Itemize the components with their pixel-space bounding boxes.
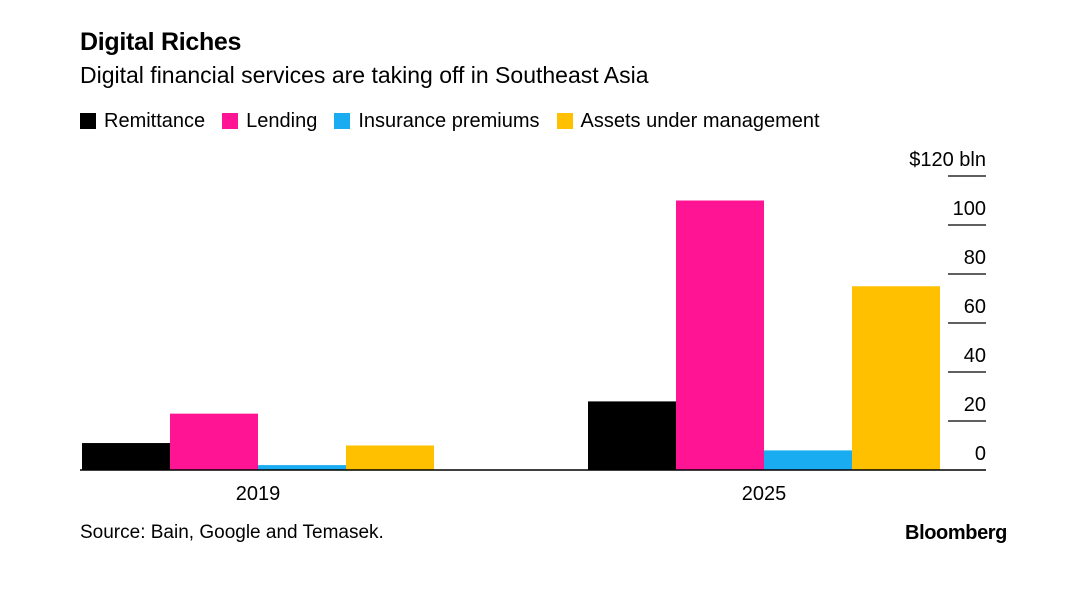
chart-title: Digital Riches bbox=[80, 28, 242, 56]
bar-insurance-premiums-2025 bbox=[764, 450, 852, 470]
y-tick-label-60: 60 bbox=[964, 296, 986, 318]
bar-insurance-premiums-2019 bbox=[258, 465, 346, 470]
y-tick-label-0: 0 bbox=[975, 443, 986, 465]
bar-remittance-2019 bbox=[82, 443, 170, 470]
legend-label-assets-under-management: Assets under management bbox=[580, 109, 820, 132]
legend-label-insurance-premiums: Insurance premiums bbox=[358, 109, 540, 132]
legend-item-assets-under-management: Assets under management bbox=[556, 109, 820, 133]
chart-subtitle: Digital financial services are taking of… bbox=[80, 62, 649, 88]
y-tick-label-100: 100 bbox=[953, 198, 986, 220]
y-tick-label-40: 40 bbox=[964, 345, 986, 367]
bar-lending-2025 bbox=[676, 200, 764, 470]
y-tick-label-80: 80 bbox=[964, 247, 986, 269]
legend-label-lending: Lending bbox=[246, 109, 318, 132]
y-tick-label-20: 20 bbox=[964, 394, 986, 416]
bar-lending-2019 bbox=[170, 413, 258, 470]
legend-swatch-insurance-premiums bbox=[334, 113, 351, 129]
source-note: Source: Bain, Google and Temasek. bbox=[80, 522, 384, 543]
legend-label-remittance: Remittance bbox=[104, 109, 206, 132]
y-tick-label-120: $120 bln bbox=[909, 149, 986, 171]
legend-item-lending: Lending bbox=[222, 110, 317, 133]
legend-item-insurance-premiums: Insurance premiums bbox=[334, 109, 540, 133]
bar-assets-under-management-2025 bbox=[852, 286, 940, 470]
bloomberg-logo: Bloomberg bbox=[905, 522, 1007, 544]
bar-assets-under-management-2019 bbox=[346, 445, 434, 470]
legend-swatch-remittance bbox=[80, 113, 96, 129]
x-tick-label-2025: 2025 bbox=[742, 483, 787, 505]
legend-swatch-lending bbox=[222, 113, 239, 129]
legend-item-remittance: Remittance bbox=[80, 110, 205, 133]
legend-swatch-assets-under-management bbox=[556, 113, 573, 129]
chart-legend: Remittance Lending Insurance premiums As… bbox=[80, 108, 837, 134]
bar-remittance-2025 bbox=[588, 401, 676, 470]
x-tick-label-2019: 2019 bbox=[236, 483, 281, 505]
